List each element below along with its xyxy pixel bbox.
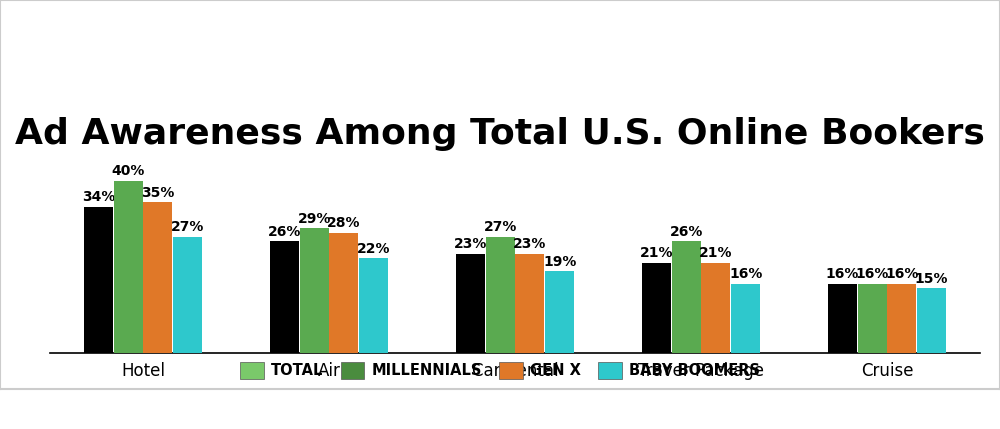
Bar: [173, 237, 202, 353]
Text: 16%: 16%: [855, 267, 889, 281]
Text: 27%: 27%: [483, 220, 517, 234]
Bar: [545, 271, 574, 353]
Text: 22%: 22%: [357, 242, 390, 256]
Text: 26%: 26%: [669, 224, 703, 239]
Bar: [642, 263, 671, 353]
Text: 40%: 40%: [111, 164, 145, 178]
Text: 23%: 23%: [513, 237, 547, 251]
Text: 28%: 28%: [327, 216, 361, 230]
Text: Ad Awareness Among Total U.S. Online Bookers: Ad Awareness Among Total U.S. Online Boo…: [15, 117, 985, 151]
Text: 21%: 21%: [640, 246, 673, 260]
Bar: [917, 288, 946, 353]
Bar: [515, 254, 544, 353]
Text: TheShelf.com: TheShelf.com: [18, 402, 134, 417]
Text: 34%: 34%: [82, 190, 115, 204]
Bar: [114, 181, 143, 353]
Bar: [270, 241, 299, 353]
Text: 26%: 26%: [268, 224, 301, 239]
Text: 29%: 29%: [297, 211, 331, 226]
Text: 16%: 16%: [826, 267, 859, 281]
Bar: [828, 284, 857, 353]
Text: 23%: 23%: [454, 237, 487, 251]
Bar: [143, 202, 172, 353]
Bar: [84, 207, 113, 353]
Bar: [887, 284, 916, 353]
Text: 16%: 16%: [885, 267, 919, 281]
Text: Source: Expedia Group Media Solutions: Source: Expedia Group Media Solutions: [694, 402, 982, 417]
Bar: [731, 284, 760, 353]
Bar: [456, 254, 485, 353]
Text: 35%: 35%: [141, 186, 175, 200]
Text: 27%: 27%: [171, 220, 204, 234]
Bar: [329, 233, 358, 353]
Bar: [486, 237, 515, 353]
Bar: [701, 263, 730, 353]
Legend: TOTAL, MILLENNIALS, GEN X, BABY BOOMERS: TOTAL, MILLENNIALS, GEN X, BABY BOOMERS: [234, 356, 766, 384]
Text: 15%: 15%: [915, 272, 948, 286]
Bar: [300, 228, 329, 353]
Text: 16%: 16%: [729, 267, 762, 281]
Text: 19%: 19%: [543, 254, 576, 269]
Bar: [359, 258, 388, 353]
Bar: [672, 241, 701, 353]
Text: 21%: 21%: [699, 246, 733, 260]
Bar: [858, 284, 887, 353]
